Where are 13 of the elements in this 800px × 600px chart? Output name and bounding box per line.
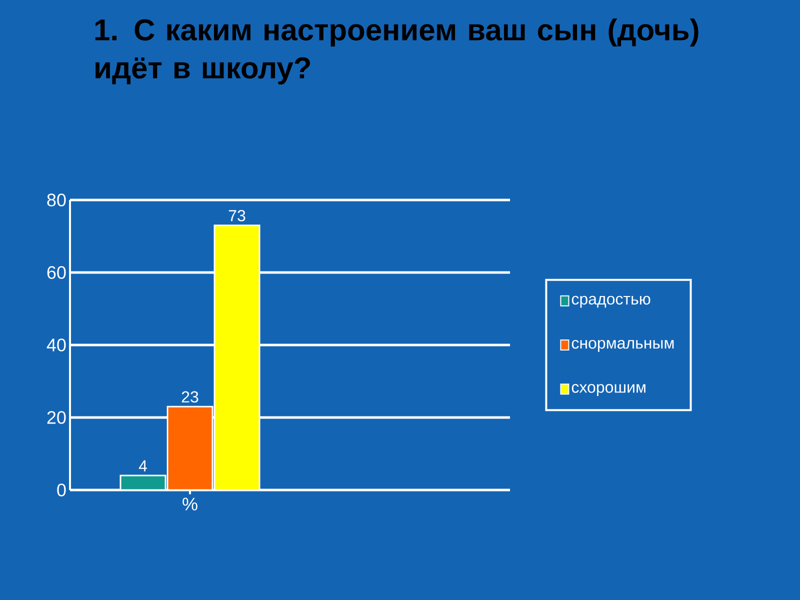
legend-label: схорошим	[572, 384, 646, 396]
data-label: 73	[228, 210, 246, 222]
y-tick-label: 0	[57, 484, 66, 496]
y-tick-label: 20	[47, 411, 66, 424]
y-tick-label: 60	[47, 266, 66, 279]
legend-label: срадостью	[572, 296, 650, 308]
y-tick-label: 80	[47, 194, 66, 206]
data-label: 4	[138, 460, 147, 472]
data-label: 23	[182, 391, 198, 403]
x-tick-label: %	[182, 498, 198, 510]
legend-label: снормальным	[572, 340, 674, 352]
text: 1. С каким настроением ваш сын (дочь) идёт в школу?	[95, 18, 698, 84]
y-tick-label: 40	[46, 338, 66, 352]
